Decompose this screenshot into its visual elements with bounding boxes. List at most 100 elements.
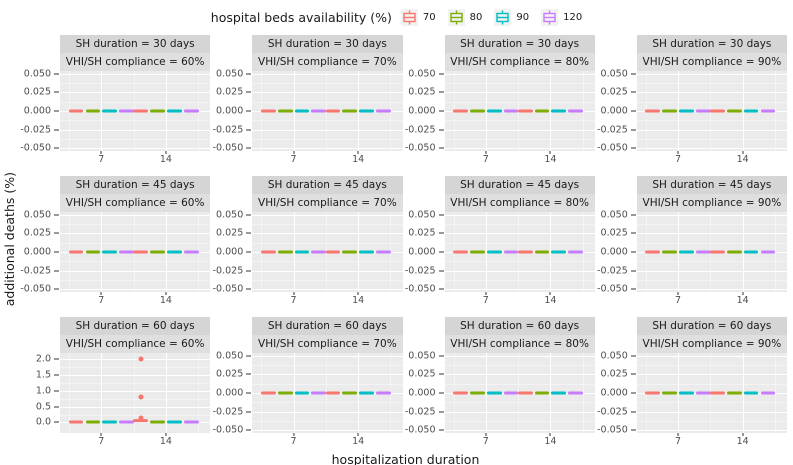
minor-gridline [444, 383, 595, 385]
y-tick-mark [246, 251, 252, 253]
major-gridline [60, 422, 211, 424]
minor-gridline [60, 414, 211, 416]
minor-gridline [636, 101, 787, 103]
x-tick-mark [165, 292, 167, 295]
x-tick-mark [677, 292, 679, 295]
y-tick-mark [630, 232, 636, 234]
boxplot-70 [453, 109, 468, 113]
major-gridline [60, 289, 211, 291]
y-tick-label: -0.025 [404, 406, 436, 418]
minor-gridline [252, 383, 403, 385]
major-gridline [636, 374, 787, 376]
boxplot-90 [486, 109, 502, 113]
y-tick-label: -0.025 [597, 406, 628, 418]
x-tick-mark [293, 151, 295, 154]
major-gridline [252, 289, 403, 291]
y-tick-label: 0.000 [600, 246, 628, 258]
major-gridline [444, 129, 595, 131]
major-gridline [252, 374, 403, 376]
major-gridline [444, 289, 595, 291]
minor-gridline [444, 420, 595, 422]
strip-line-1: SH duration = 60 days [60, 317, 211, 335]
major-gridline [444, 233, 595, 235]
x-tick-label: 7 [482, 436, 489, 447]
boxplot-80 [85, 109, 101, 113]
x-tick-label: 14 [352, 295, 365, 306]
x-axis-labels: 7 14 [637, 292, 787, 307]
legend: hospital beds availability (%) 70 80 90 120 [0, 0, 793, 31]
minor-gridline [252, 101, 403, 103]
y-tick-label: 0.050 [216, 68, 244, 80]
y-tick-mark [630, 288, 636, 290]
x-tick-label: 14 [544, 436, 557, 447]
y-tick-label: -0.050 [597, 283, 628, 295]
strip-line-2: VHI/SH compliance = 60% [60, 335, 211, 353]
strip-line-2: VHI/SH compliance = 80% [444, 53, 595, 71]
minor-gridline [252, 120, 403, 122]
major-gridline [252, 270, 403, 272]
y-tick-label: 0.025 [216, 86, 244, 98]
y-tick-label: 0.025 [216, 368, 244, 380]
facet-strip: SH duration = 45 days VHI/SH compliance … [444, 176, 595, 212]
facet-panel: SH duration = 60 days VHI/SH compliance … [595, 317, 787, 448]
y-tick-mark [246, 373, 252, 375]
major-gridline [485, 71, 487, 151]
y-tick-label: 0.000 [216, 246, 244, 258]
y-tick-mark [438, 373, 444, 375]
y-tick-label: 0.000 [408, 387, 436, 399]
minor-gridline [133, 353, 135, 433]
y-tick-label: 0.050 [408, 209, 436, 221]
y-tick-mark [630, 270, 636, 272]
facet-strip: SH duration = 45 days VHI/SH compliance … [636, 176, 787, 212]
x-tick-label: 14 [544, 154, 557, 165]
boxplot-120 [695, 391, 711, 395]
x-tick-mark [165, 433, 167, 436]
minor-gridline [252, 279, 403, 281]
major-gridline [444, 214, 595, 216]
strip-line-1: SH duration = 30 days [636, 35, 787, 53]
minor-gridline [444, 120, 595, 122]
minor-gridline [60, 366, 211, 368]
boxplot-key-icon [494, 8, 512, 26]
strip-line-2: VHI/SH compliance = 60% [60, 194, 211, 212]
y-tick-label: -0.050 [212, 142, 244, 154]
facet-strip: SH duration = 60 days VHI/SH compliance … [444, 317, 595, 353]
boxplot-120 [183, 109, 199, 113]
x-axis-labels: 7 14 [60, 292, 210, 307]
y-axis-labels: 0.050 0.025 0.000 -0.025 -0.050 [210, 350, 252, 436]
boxplot-80 [150, 250, 165, 254]
boxplot-80 [150, 420, 165, 424]
x-tick-label: 14 [544, 295, 557, 306]
boxplot-70 [133, 418, 149, 423]
x-tick-label: 14 [736, 436, 749, 447]
major-gridline [678, 212, 680, 292]
y-tick-label: -0.025 [212, 406, 244, 418]
boxplot-70 [260, 250, 276, 254]
boxplot-90 [166, 420, 182, 424]
y-tick-mark [438, 91, 444, 93]
boxplot-80 [662, 250, 677, 254]
boxplot-90 [359, 250, 374, 254]
boxplot-70 [453, 391, 468, 395]
y-tick-label: 0.025 [23, 227, 51, 239]
major-gridline [678, 353, 680, 433]
major-gridline [678, 71, 680, 151]
strip-line-2: VHI/SH compliance = 80% [444, 335, 595, 353]
major-gridline [358, 353, 360, 433]
y-tick-label: 0.000 [216, 387, 244, 399]
y-tick-label: -0.050 [597, 142, 628, 154]
y-tick-mark [438, 429, 444, 431]
boxplot-120 [119, 109, 134, 113]
x-tick-mark [293, 292, 295, 295]
boxplot-90 [294, 109, 310, 113]
boxplot-70 [517, 391, 533, 395]
strip-line-2: VHI/SH compliance = 60% [60, 53, 211, 71]
y-tick-mark [54, 288, 59, 290]
y-tick-label: 0.025 [408, 227, 436, 239]
y-tick-label: -0.050 [212, 283, 244, 295]
major-gridline [444, 374, 595, 376]
y-tick-mark [438, 288, 444, 290]
major-gridline [636, 73, 787, 75]
minor-gridline [60, 261, 211, 263]
minor-gridline [636, 83, 787, 85]
